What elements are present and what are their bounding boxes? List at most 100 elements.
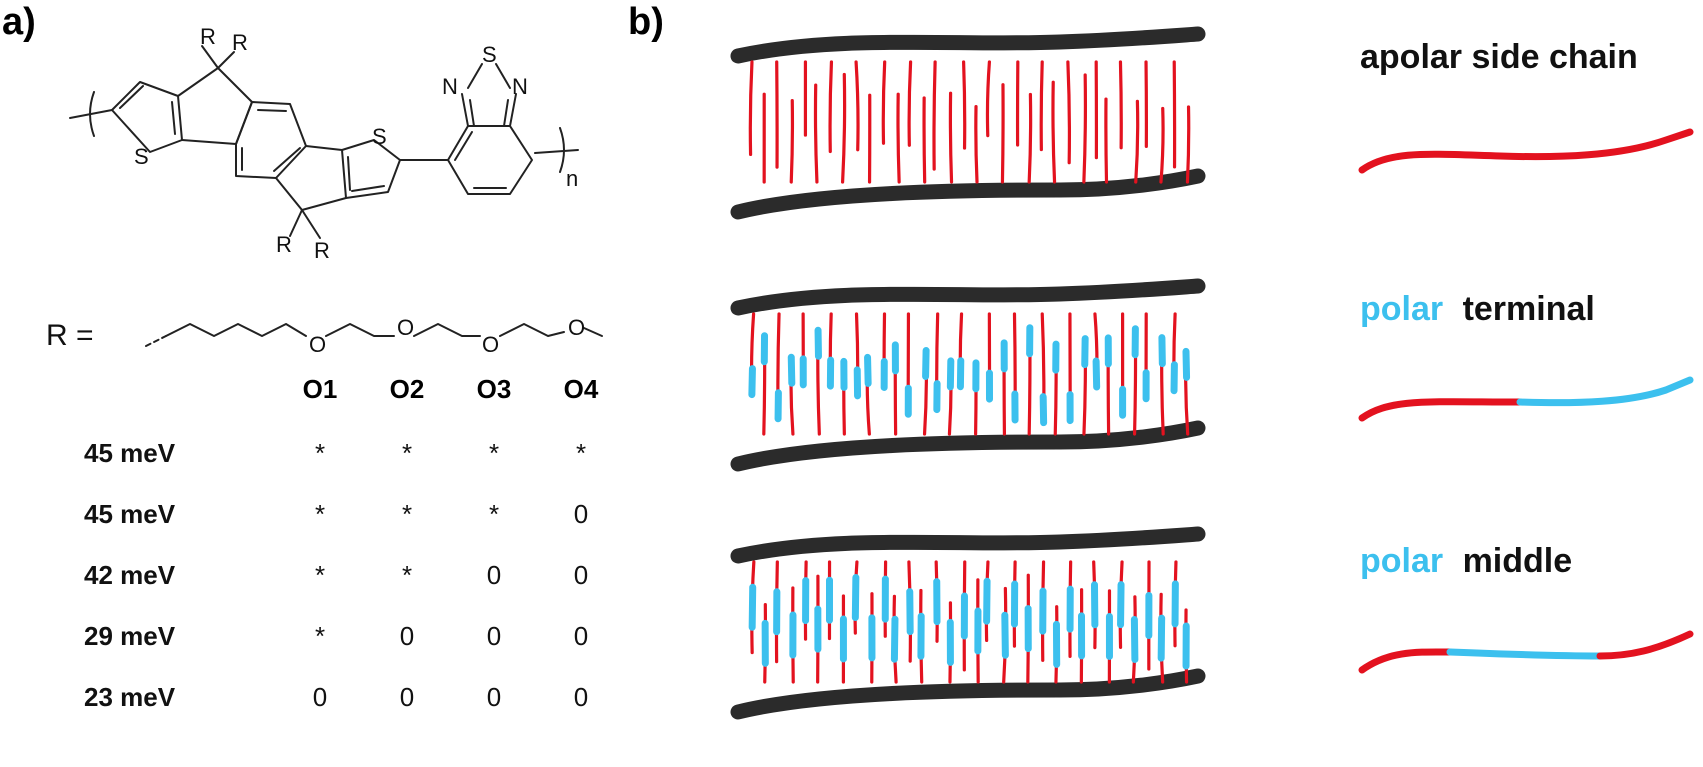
- apolar-chain-strand: [974, 104, 979, 184]
- schematic-apolar: [730, 26, 1206, 220]
- table-cell: 0: [574, 499, 588, 529]
- legend-apolar-title: apolar side chain: [1360, 38, 1638, 76]
- apolar-chain-strand: [907, 60, 913, 147]
- atom-r-4: R: [314, 238, 330, 263]
- polar-chain-segment: [748, 583, 757, 631]
- polar-chain-segment: [1130, 615, 1139, 663]
- btd-benzene-ring: [447, 125, 533, 195]
- apolar-chain-strand: [1118, 60, 1123, 150]
- table-cell: *: [489, 438, 499, 468]
- apolar-chain-strand: [962, 60, 967, 150]
- apolar-chain-strand: [1104, 97, 1109, 184]
- atom-s-thiadiazole: S: [482, 42, 497, 67]
- table-cell: *: [576, 438, 586, 468]
- table-cell: *: [402, 438, 412, 468]
- polar-chain-segment: [1001, 611, 1009, 659]
- legend-middle-apolar-right: [1596, 630, 1694, 660]
- row-label: 29 meV: [84, 621, 176, 651]
- table-cell: *: [315, 438, 325, 468]
- apolar-chain-strand: [1159, 106, 1165, 184]
- table-row: 45 meV * * * *: [84, 438, 586, 468]
- atom-r-3: R: [276, 232, 292, 257]
- apolar-chain-strand: [1134, 99, 1140, 184]
- table-cell: *: [402, 499, 412, 529]
- row-label: 23 meV: [84, 682, 176, 712]
- ethylene-oxide-2: [413, 323, 481, 337]
- legend-apolar-text: apolar side chain: [1360, 38, 1638, 76]
- table-cell: *: [315, 560, 325, 590]
- table-cell: 0: [574, 621, 588, 651]
- thiadiazole-double-bond-1: [469, 99, 475, 127]
- apolar-chain-strand: [1027, 92, 1033, 184]
- apolar-chain-strand: [1000, 83, 1005, 184]
- chain-attachment-bond: [145, 335, 167, 347]
- table-cell: *: [315, 499, 325, 529]
- apolar-chain-strand: [841, 72, 847, 184]
- table-cell: 0: [574, 682, 588, 712]
- apolar-chain-strand: [748, 60, 754, 157]
- legend-terminal-polar-part: [1516, 376, 1694, 407]
- legend-middle-apolar-left: [1358, 648, 1454, 674]
- benzene-double-bond-1: [257, 109, 287, 112]
- side-chain-array: [748, 60, 1191, 184]
- table-cell: 0: [400, 682, 414, 712]
- apolar-chain-strand: [1039, 60, 1044, 152]
- alkyl-spacer: [165, 323, 307, 337]
- backbone-top: [730, 526, 1206, 564]
- apolar-chain-strand: [932, 60, 937, 171]
- backbone-top: [730, 26, 1206, 64]
- column-header-o3: O3: [477, 374, 512, 404]
- side-chain-array: [748, 560, 1190, 684]
- polar-chain-segment: [748, 365, 756, 399]
- oxygen-o3: O: [482, 332, 499, 357]
- apolar-chain-strand: [1051, 80, 1057, 184]
- energy-table: O1 O2 O3 O4 45 meV * * * * 45 meV * * * …: [84, 374, 599, 712]
- row-label: 45 meV: [84, 438, 176, 468]
- legend-middle-rest: middle: [1463, 542, 1573, 580]
- thiadiazole-s-bonds: [467, 63, 511, 89]
- column-header-o2: O2: [390, 374, 425, 404]
- polar-chain-segment: [1092, 357, 1101, 391]
- atom-n-2: N: [512, 74, 528, 99]
- legend: apolar side chain polar terminal polar m…: [1358, 38, 1694, 674]
- polar-chain-segment: [787, 353, 796, 387]
- legend-apolar-chain: [1358, 128, 1694, 174]
- legend-terminal-polar-word: polar: [1360, 290, 1443, 328]
- legend-middle-title: polar middle: [1360, 542, 1572, 580]
- apolar-chain-strand: [985, 60, 992, 138]
- side-chain-definition: R = O O O O: [46, 315, 603, 357]
- legend-terminal-apolar-part: [1358, 398, 1524, 422]
- central-benzene-ring: [235, 101, 307, 179]
- table-cell: 0: [487, 682, 501, 712]
- apolar-chain-strand: [1066, 60, 1072, 165]
- atom-r-2: R: [232, 30, 248, 55]
- row-label: 45 meV: [84, 499, 176, 529]
- legend-terminal-rest: terminal: [1463, 290, 1595, 328]
- right-repeat-bracket: [559, 127, 565, 173]
- polar-chain-segment: [864, 353, 872, 387]
- left-thiophene-double-bond: [119, 85, 144, 109]
- right-cyclopenta-ring: [275, 145, 347, 211]
- column-header-o1: O1: [303, 374, 338, 404]
- panel-label-b: b): [628, 1, 664, 43]
- apolar-chain-strand: [881, 60, 887, 145]
- apolar-chain-strand: [789, 99, 795, 184]
- apolar-chain-strand: [896, 92, 901, 184]
- backbone-bottom: [730, 668, 1206, 720]
- table-cell: 0: [574, 560, 588, 590]
- apolar-chain-strand: [922, 96, 927, 184]
- atom-s-left: S: [134, 144, 149, 169]
- polar-chain-segment: [1182, 347, 1191, 381]
- backbone-bottom: [730, 420, 1206, 472]
- table-cell: *: [315, 621, 325, 651]
- right-chain-bond: [534, 149, 579, 154]
- apolar-chain-strand: [813, 83, 819, 184]
- table-row: 29 meV * 0 0 0: [84, 621, 588, 651]
- benzene-double-bond-2: [273, 147, 301, 172]
- left-r-bond-1: [201, 45, 219, 69]
- btd-double-bond-2: [454, 131, 473, 161]
- table-cell: 0: [487, 621, 501, 651]
- polar-chain-segment: [890, 615, 899, 663]
